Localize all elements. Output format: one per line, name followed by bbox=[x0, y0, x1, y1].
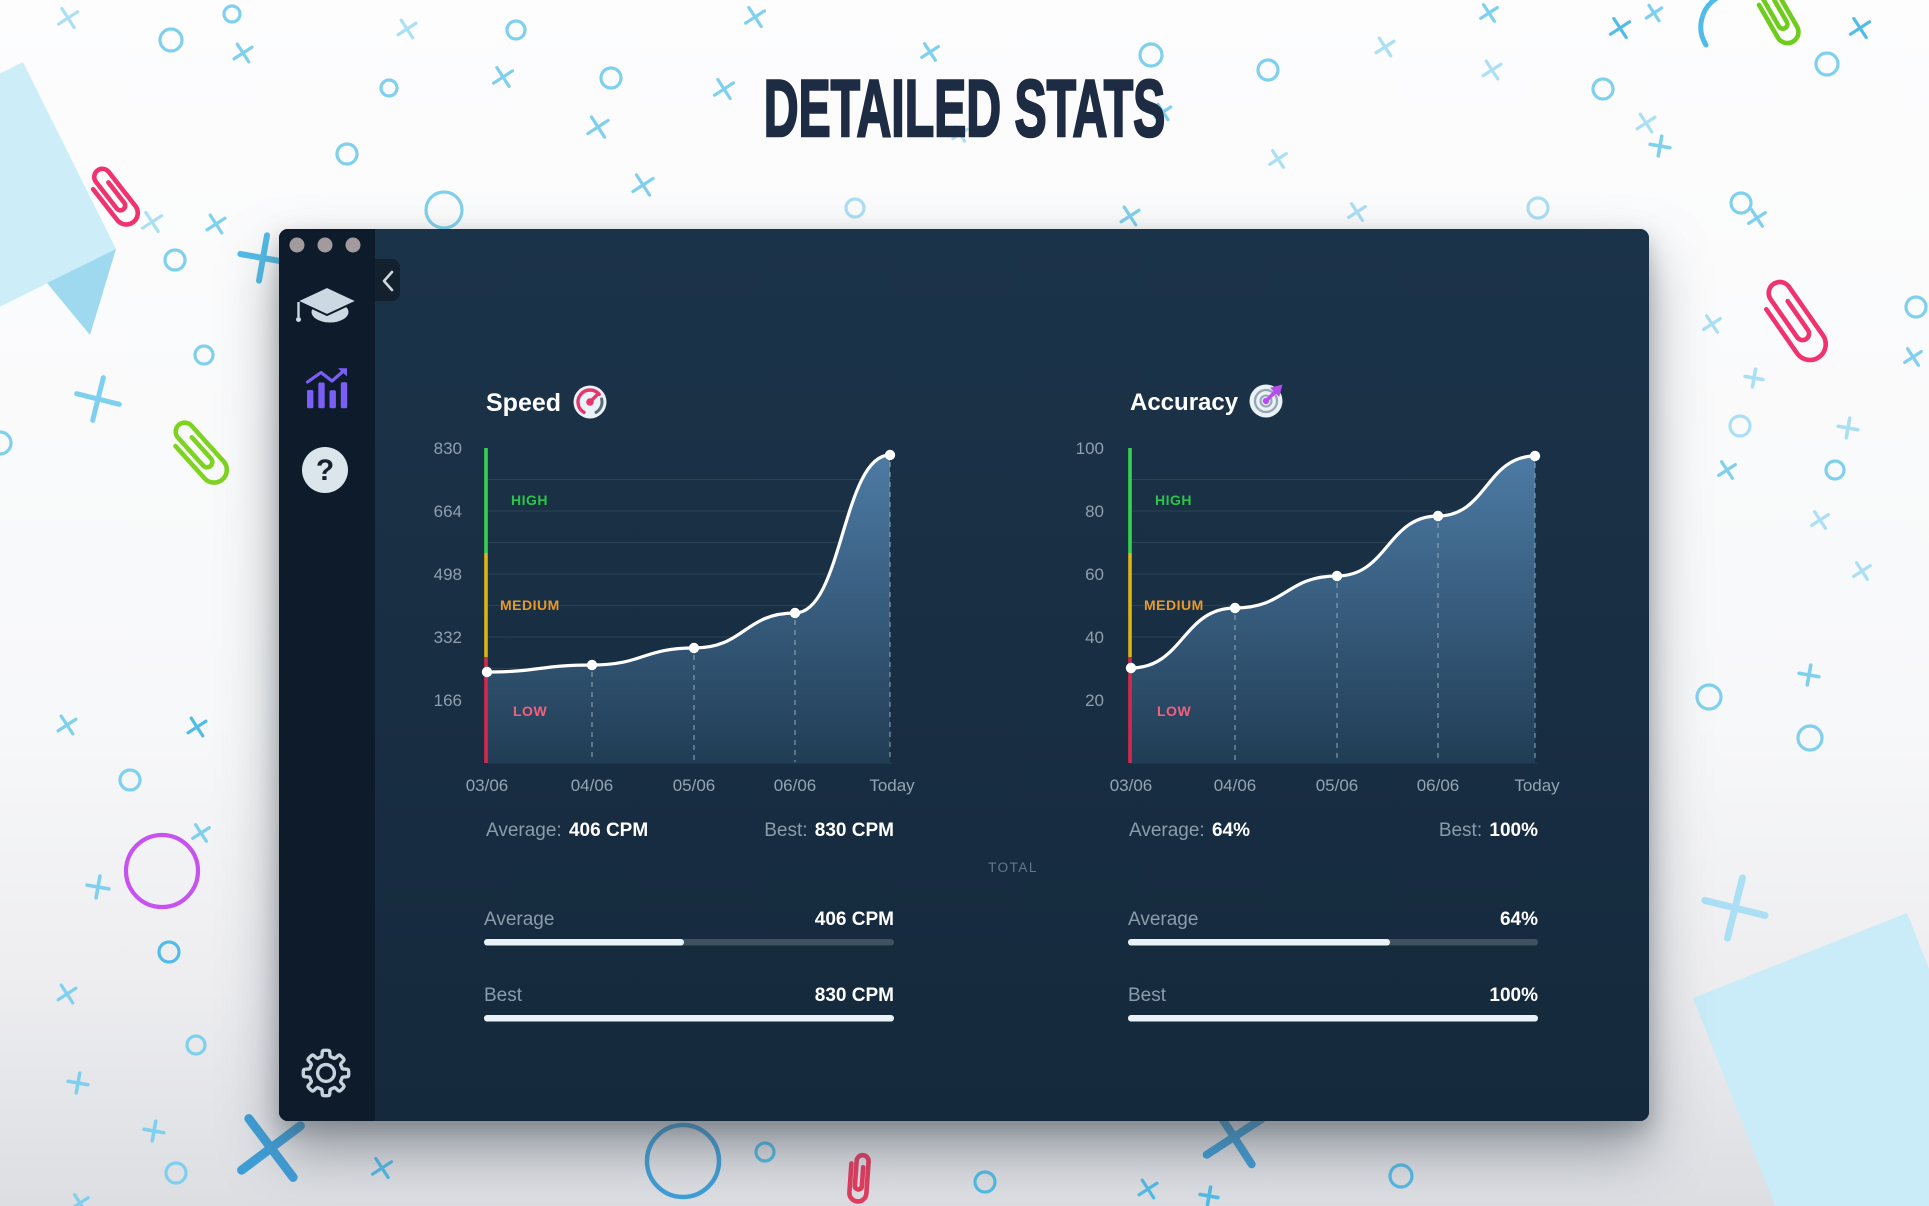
svg-text:Today: Today bbox=[1514, 776, 1560, 795]
svg-text:166: 166 bbox=[434, 691, 462, 710]
svg-text:03/06: 03/06 bbox=[1110, 776, 1153, 795]
svg-text:LOW: LOW bbox=[1157, 703, 1191, 719]
svg-text:20: 20 bbox=[1085, 691, 1104, 710]
svg-text:Speed: Speed bbox=[486, 389, 561, 417]
svg-text:100: 100 bbox=[1076, 439, 1104, 458]
svg-text:TOTAL: TOTAL bbox=[988, 860, 1038, 875]
svg-text:06/06: 06/06 bbox=[774, 776, 817, 795]
svg-text:04/06: 04/06 bbox=[1214, 776, 1257, 795]
svg-text:05/06: 05/06 bbox=[1316, 776, 1359, 795]
svg-text:?: ? bbox=[316, 454, 334, 487]
svg-text:Average: Average bbox=[1128, 909, 1198, 930]
svg-text:MEDIUM: MEDIUM bbox=[500, 597, 560, 613]
svg-text:100%: 100% bbox=[1489, 985, 1538, 1006]
svg-text:Today: Today bbox=[869, 776, 915, 795]
svg-text:Best: Best bbox=[484, 985, 523, 1006]
svg-text:06/06: 06/06 bbox=[1417, 776, 1460, 795]
svg-text:03/06: 03/06 bbox=[466, 776, 509, 795]
svg-text:80: 80 bbox=[1085, 502, 1104, 521]
svg-text:60: 60 bbox=[1085, 565, 1104, 584]
svg-text:HIGH: HIGH bbox=[1155, 492, 1192, 508]
svg-text:406 CPM: 406 CPM bbox=[815, 909, 894, 930]
svg-text:Average: Average bbox=[484, 909, 554, 930]
svg-text:40: 40 bbox=[1085, 628, 1104, 647]
svg-text:05/06: 05/06 bbox=[673, 776, 716, 795]
svg-text:MEDIUM: MEDIUM bbox=[1144, 597, 1204, 613]
svg-text:64%: 64% bbox=[1500, 909, 1538, 930]
svg-text:Best: Best bbox=[1128, 985, 1167, 1006]
svg-text:498: 498 bbox=[434, 565, 462, 584]
svg-text:Average: 64%: Average: 64% bbox=[1129, 820, 1250, 841]
svg-text:830 CPM: 830 CPM bbox=[815, 985, 894, 1006]
svg-text:Accuracy: Accuracy bbox=[1130, 389, 1239, 416]
svg-text:664: 664 bbox=[434, 502, 462, 521]
svg-text:HIGH: HIGH bbox=[511, 492, 548, 508]
svg-text:LOW: LOW bbox=[513, 703, 547, 719]
svg-text:Best: 100%: Best: 100% bbox=[1439, 820, 1538, 841]
svg-text:04/06: 04/06 bbox=[571, 776, 614, 795]
svg-text:332: 332 bbox=[434, 628, 462, 647]
svg-text:Best: 830 CPM: Best: 830 CPM bbox=[764, 820, 894, 841]
svg-text:830: 830 bbox=[434, 439, 462, 458]
